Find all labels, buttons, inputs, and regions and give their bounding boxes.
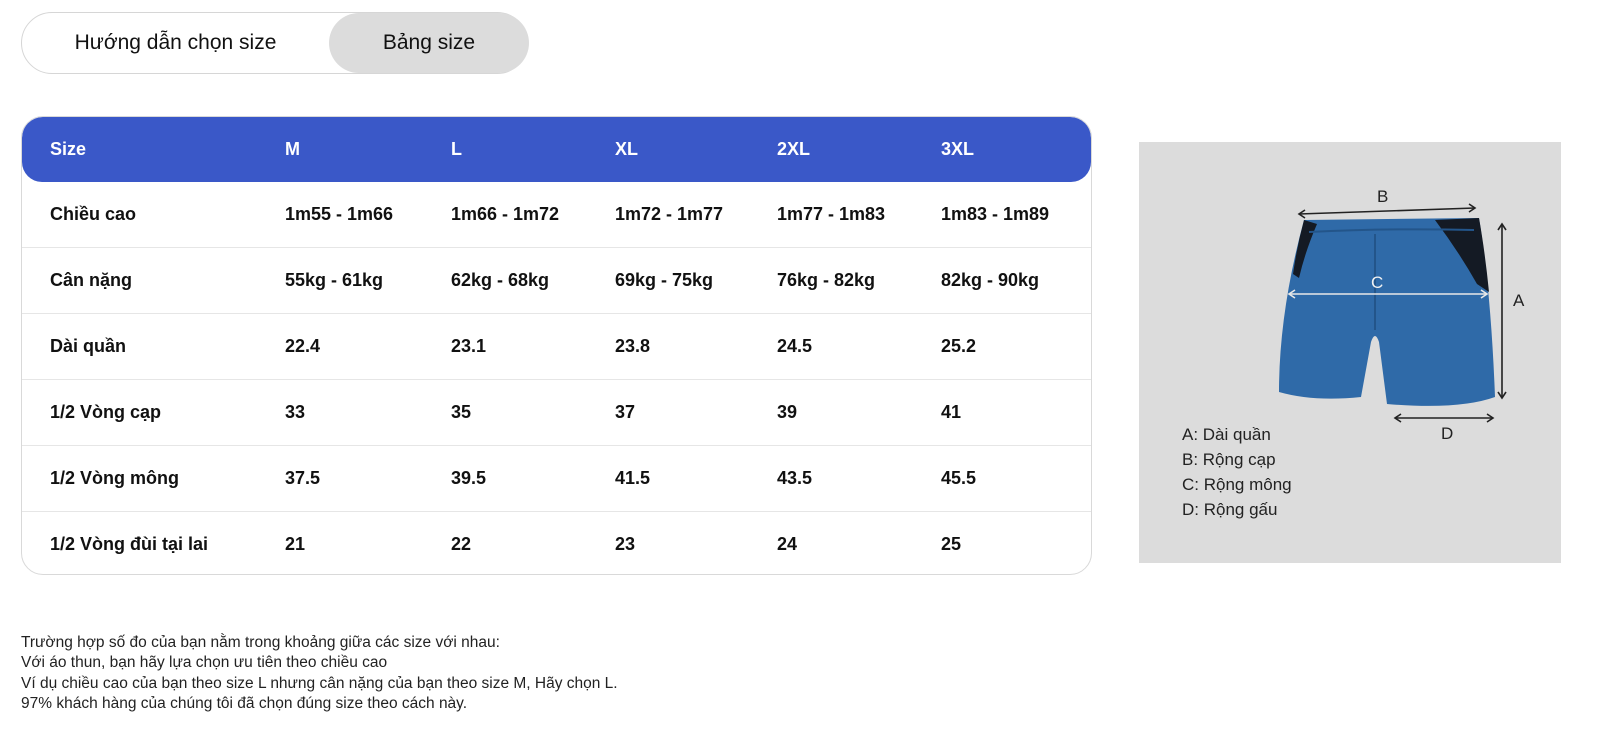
table-row: 1/2 Vòng cạp 33 35 37 39 41 bbox=[22, 380, 1091, 446]
table-cell: 23.1 bbox=[451, 336, 487, 356]
table-cell: 35 bbox=[451, 402, 472, 422]
note-line: Ví dụ chiều cao của bạn theo size L nhưn… bbox=[21, 674, 618, 692]
size-tabs: Hướng dẫn chọn size Bảng size bbox=[21, 12, 529, 74]
diagram-legend: A: Dài quần B: Rộng cạp C: Rộng mông D: … bbox=[1182, 422, 1292, 522]
note-line: Với áo thun, bạn hãy lựa chọn ưu tiên th… bbox=[21, 654, 388, 672]
legend-item: B: Rộng cạp bbox=[1182, 450, 1276, 469]
row-label: Dài quần bbox=[50, 336, 127, 356]
header-cell: M bbox=[285, 139, 300, 159]
header-cell: L bbox=[451, 139, 462, 159]
row-label: 1/2 Vòng mông bbox=[50, 468, 180, 488]
table-cell: 22 bbox=[451, 534, 472, 554]
table-row: Cân nặng 55kg - 61kg 62kg - 68kg 69kg - … bbox=[22, 248, 1091, 314]
table-header: Size M L XL 2XL 3XL bbox=[22, 117, 1091, 182]
legend-item: D: Rộng gấu bbox=[1182, 500, 1278, 519]
table-cell: 1m72 - 1m77 bbox=[615, 204, 724, 224]
size-table: Size M L XL 2XL 3XL Chiều cao 1m55 - 1m6… bbox=[21, 116, 1092, 575]
measurement-diagram: B A C D A: Dài quần B: Rộng cạp C: Rộng … bbox=[1139, 142, 1561, 563]
table-cell: 33 bbox=[285, 402, 306, 422]
tab-size-chart[interactable]: Bảng size bbox=[329, 13, 529, 73]
label-b: B bbox=[1377, 187, 1388, 206]
table-cell: 22.4 bbox=[285, 336, 321, 356]
table-cell: 1m66 - 1m72 bbox=[451, 204, 560, 224]
table-cell: 24 bbox=[777, 534, 798, 554]
table-cell: 43.5 bbox=[777, 468, 813, 488]
row-label: 1/2 Vòng cạp bbox=[50, 402, 162, 422]
shorts-shape bbox=[1279, 218, 1495, 406]
table-cell: 41.5 bbox=[615, 468, 651, 488]
note-line: Trường hợp số đo của bạn nằm trong khoản… bbox=[21, 634, 500, 651]
size-notes: Trường hợp số đo của bạn nằm trong khoản… bbox=[21, 633, 618, 714]
table-cell: 62kg - 68kg bbox=[451, 270, 550, 290]
legend-item: A: Dài quần bbox=[1182, 425, 1271, 444]
table-cell: 82kg - 90kg bbox=[941, 270, 1040, 290]
table-cell: 69kg - 75kg bbox=[615, 270, 714, 290]
table-cell: 37 bbox=[615, 402, 636, 422]
shorts-side-panel bbox=[1435, 218, 1489, 292]
label-a: A bbox=[1513, 291, 1525, 310]
tab-size-guide[interactable]: Hướng dẫn chọn size bbox=[74, 31, 277, 54]
table-cell: 41 bbox=[941, 402, 962, 422]
header-cell: XL bbox=[615, 139, 639, 159]
label-c: C bbox=[1371, 273, 1383, 292]
table-row: 1/2 Vòng mông 37.5 39.5 41.5 43.5 45.5 bbox=[22, 446, 1091, 512]
table-cell: 21 bbox=[285, 534, 306, 554]
row-label: Chiều cao bbox=[50, 204, 137, 224]
table-cell: 55kg - 61kg bbox=[285, 270, 384, 290]
row-label: 1/2 Vòng đùi tại lai bbox=[50, 534, 209, 554]
legend-item: C: Rộng mông bbox=[1182, 475, 1292, 494]
table-row: Chiều cao 1m55 - 1m66 1m66 - 1m72 1m72 -… bbox=[22, 182, 1091, 248]
table-cell: 1m55 - 1m66 bbox=[285, 204, 394, 224]
label-d: D bbox=[1441, 424, 1453, 443]
table-row: Dài quần 22.4 23.1 23.8 24.5 25.2 bbox=[22, 314, 1091, 380]
table-cell: 23 bbox=[615, 534, 636, 554]
header-cell: 2XL bbox=[777, 139, 811, 159]
row-label: Cân nặng bbox=[50, 270, 133, 290]
table-cell: 1m83 - 1m89 bbox=[941, 204, 1050, 224]
table-cell: 23.8 bbox=[615, 336, 651, 356]
table-cell: 1m77 - 1m83 bbox=[777, 204, 886, 224]
table-cell: 39.5 bbox=[451, 468, 487, 488]
table-cell: 45.5 bbox=[941, 468, 977, 488]
note-line: 97% khách hàng của chúng tôi đã chọn đún… bbox=[21, 694, 468, 712]
table-cell: 76kg - 82kg bbox=[777, 270, 876, 290]
table-cell: 24.5 bbox=[777, 336, 813, 356]
table-cell: 25.2 bbox=[941, 336, 977, 356]
shorts-illustration: B A C D bbox=[1279, 187, 1525, 443]
table-cell: 39 bbox=[777, 402, 798, 422]
table-row: 1/2 Vòng đùi tại lai 21 22 23 24 25 bbox=[22, 512, 1091, 574]
header-cell: Size bbox=[50, 139, 87, 159]
table-cell: 25 bbox=[941, 534, 962, 554]
shorts-side-panel-left bbox=[1293, 220, 1317, 278]
table-cell: 37.5 bbox=[285, 468, 321, 488]
header-cell: 3XL bbox=[941, 139, 975, 159]
